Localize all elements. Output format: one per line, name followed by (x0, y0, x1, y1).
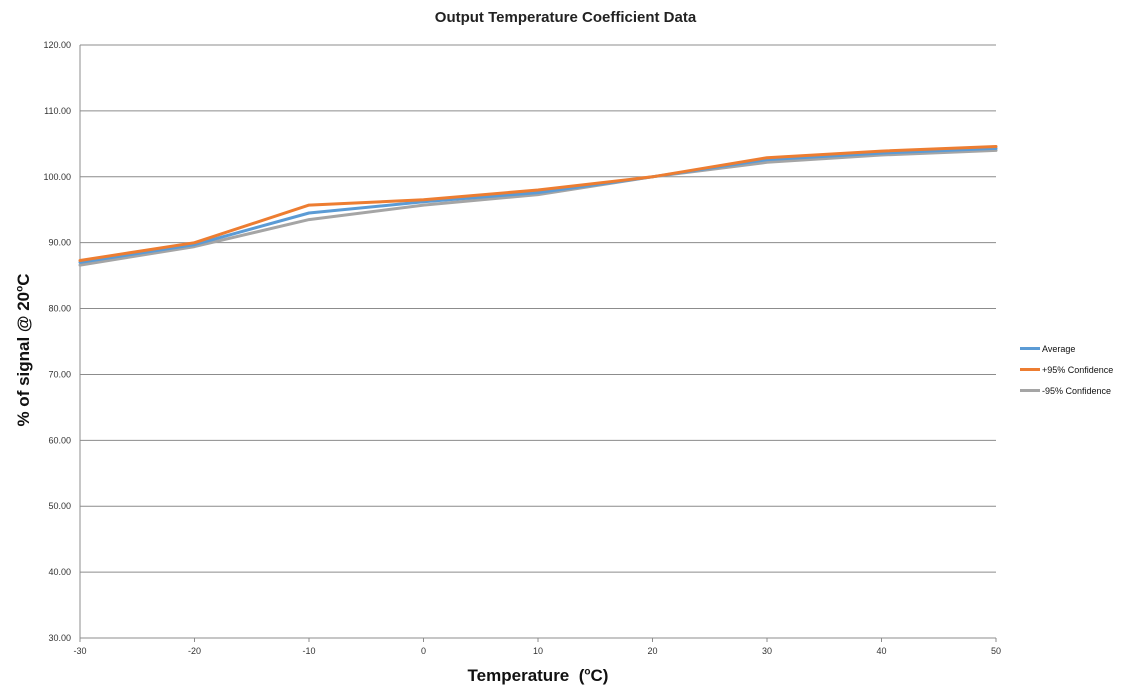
legend-item-plus-95[interactable]: +95% Confidence (1020, 359, 1113, 380)
series-line-95-confidence (78, 145, 998, 262)
y-tick-label: 90.00 (48, 238, 71, 248)
y-tick-label: 100.00 (43, 172, 71, 182)
x-tick-labels: -30 -20 -10 0 10 20 30 40 50 (73, 646, 1001, 656)
y-axis-unit: C (14, 273, 33, 286)
legend-swatch-plus-95 (1020, 368, 1040, 371)
y-axis-label: % of signal @ 20oC (14, 200, 34, 500)
x-tick-label: -20 (188, 646, 201, 656)
series-lines (78, 145, 998, 267)
x-tick-label: 30 (762, 646, 772, 656)
gridlines (80, 44, 996, 573)
y-tick-label: 110.00 (44, 106, 71, 116)
x-axis-unit-open: ( (578, 666, 585, 685)
y-tick-label: 50.00 (48, 501, 71, 511)
x-tick-label: 20 (647, 646, 657, 656)
series-line-average (78, 146, 998, 264)
y-tick-label: 40.00 (48, 567, 71, 577)
legend-label-minus-95: -95% Confidence (1042, 385, 1112, 396)
x-tick-label: 10 (533, 646, 543, 656)
x-axis-unit-degree: o (584, 666, 591, 678)
x-tick-label: 0 (421, 646, 426, 656)
y-tick-label: 120.00 (43, 40, 71, 50)
legend-item-average[interactable]: Average (1020, 338, 1113, 359)
x-tick-label: -10 (302, 646, 315, 656)
y-tick-label: 80.00 (48, 304, 71, 314)
legend: Average +95% Confidence -95% Confidence (1020, 338, 1113, 401)
axes (79, 45, 997, 642)
y-tick-labels: 30.00 40.00 50.00 60.00 70.00 80.00 90.00 100.0… (43, 40, 71, 643)
x-axis-unit-close: C) (590, 666, 609, 685)
y-axis-label-text: % of signal @ 20 (14, 291, 33, 427)
y-tick-label: 30.00 (48, 633, 71, 643)
y-tick-label: 70.00 (48, 369, 71, 379)
y-tick-label: 60.00 (48, 435, 71, 445)
legend-swatch-average (1020, 347, 1040, 350)
y-axis-unit-degree: o (14, 285, 26, 292)
x-tick-label: -30 (73, 646, 86, 656)
legend-item-minus-95[interactable]: -95% Confidence (1020, 380, 1113, 401)
legend-swatch-minus-95 (1020, 389, 1040, 392)
legend-label-average: Average (1042, 343, 1076, 354)
x-tick-label: 40 (876, 646, 886, 656)
series-line-95-confidence (78, 148, 998, 267)
x-axis-label: Temperature (oC) (80, 666, 996, 686)
x-tick-label: 50 (991, 646, 1001, 656)
legend-label-plus-95: +95% Confidence (1042, 364, 1114, 375)
chart-title: Output Temperature Coefficient Data (434, 9, 697, 26)
x-axis-label-text: Temperature (467, 666, 570, 685)
